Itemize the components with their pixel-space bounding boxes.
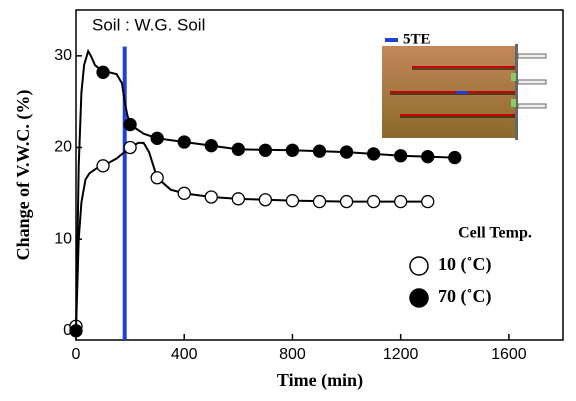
- annotation: Soil : W.G. Soil: [92, 15, 205, 34]
- y-tick-label: 0: [63, 322, 72, 339]
- data-point: [69, 324, 83, 338]
- legend-label: 70 (˚C): [438, 286, 491, 307]
- legend-marker: [409, 288, 429, 308]
- x-axis-title: Time (min): [277, 370, 363, 391]
- data-point: [150, 131, 164, 145]
- y-axis-title: Change of V.W.C. (%): [13, 90, 34, 261]
- legend-label: 10 (˚C): [438, 254, 491, 275]
- curve: [75, 141, 428, 331]
- y-tick-label: 20: [54, 139, 72, 156]
- data-point: [96, 159, 110, 173]
- data-point: [285, 194, 300, 208]
- data-point: [366, 147, 381, 161]
- data-point: [231, 142, 245, 156]
- data-point: [123, 117, 137, 132]
- legend-title: Cell Temp.: [458, 225, 532, 242]
- data-point: [204, 190, 218, 204]
- data-point: [421, 150, 435, 164]
- y-tick-label: 30: [54, 47, 72, 64]
- data-point: [258, 193, 273, 207]
- data-point: [204, 139, 218, 153]
- data-point: [394, 194, 408, 209]
- data-point: [285, 143, 300, 157]
- inset-photo: [382, 38, 547, 140]
- data-point: [366, 194, 381, 209]
- data-point: [258, 143, 273, 157]
- data-point: [123, 140, 137, 155]
- x-tick-label: 1200: [383, 346, 419, 363]
- data-point: [312, 194, 327, 209]
- data-point: [339, 145, 354, 159]
- inset-label: 5TE: [403, 31, 431, 47]
- plot-frame: [75, 9, 564, 341]
- data-point: [339, 194, 354, 209]
- data-point: [394, 149, 408, 163]
- data-point: [231, 192, 245, 206]
- data-point: [312, 144, 327, 158]
- x-tick-label: 1600: [491, 346, 527, 363]
- x-tick-label: 400: [171, 346, 198, 363]
- data-point: [150, 171, 164, 185]
- data-point: [177, 135, 191, 149]
- curve: [75, 48, 455, 331]
- legend-marker: [409, 256, 429, 276]
- data-point: [448, 150, 462, 165]
- x-tick-label: 0: [72, 346, 81, 363]
- x-tick-label: 800: [279, 346, 306, 363]
- y-tick-label: 10: [54, 230, 72, 247]
- data-point: [177, 186, 191, 200]
- data-point: [96, 65, 110, 79]
- data-point: [421, 194, 435, 209]
